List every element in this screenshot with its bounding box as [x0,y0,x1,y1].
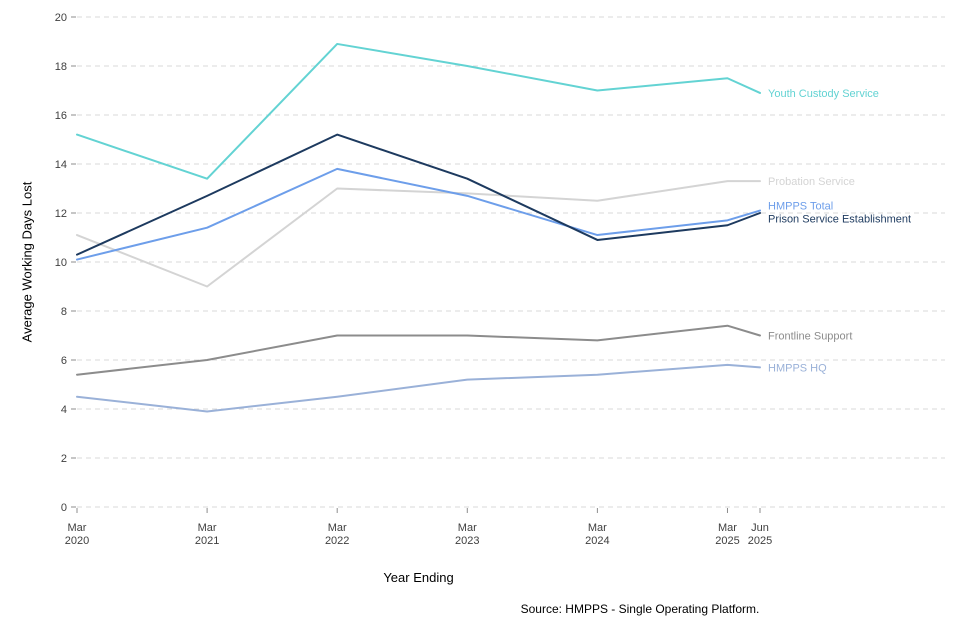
y-tick-label: 16 [55,110,67,122]
series-line-prison-service-establishment [76,133,761,256]
series-line-hmpps-total [76,167,761,261]
y-tick-label: 4 [61,404,67,416]
series-label-hmpps-total: HMPPS Total [768,200,833,212]
x-tick-label: Mar [198,522,217,534]
x-tick-label: 2020 [65,535,89,547]
y-tick-label: 10 [55,257,67,269]
axis-ticks [71,16,761,513]
y-tick-label: 18 [55,61,67,73]
series-label-prison-service-establishment: Prison Service Establishment [768,213,911,225]
x-tick-label: 2021 [195,535,219,547]
series-line-youth-custody-service [76,42,761,180]
series-label-frontline-support: Frontline Support [768,331,852,343]
series-line-hmpps-hq [76,363,761,413]
x-tick-label: Mar [328,522,347,534]
x-tick-label: Mar [588,522,607,534]
series-line-probation-service [76,180,761,288]
y-tick-label: 20 [55,12,67,24]
x-tick-label: 2023 [455,535,479,547]
x-tick-label: Mar [458,522,477,534]
y-tick-label: 14 [55,159,67,171]
y-tick-label: 0 [61,502,67,514]
axis-tick-labels: 02468101214161820Mar2020Mar2021Mar2022Ma… [55,12,772,547]
series-label-probation-service: Probation Service [768,176,855,188]
x-tick-label: Mar [68,522,87,534]
y-tick-label: 2 [61,453,67,465]
y-tick-label: 12 [55,208,67,220]
x-tick-label: 2022 [325,535,349,547]
series-label-hmpps-hq: HMPPS HQ [768,362,827,374]
y-tick-label: 8 [61,306,67,318]
x-tick-label: 2025 [748,535,772,547]
y-tick-label: 6 [61,355,67,367]
x-tick-label: Mar [718,522,737,534]
y-axis-title: Average Working Days Lost [19,181,35,343]
series-lines [76,42,761,413]
series-labels: Youth Custody Service Probation Service HM… [768,88,911,374]
x-tick-label: 2025 [715,535,739,547]
x-tick-label: 2024 [585,535,609,547]
series-line-frontline-support [76,324,761,376]
x-tick-label: Jun [751,522,769,534]
source-note: Source: HMPPS - Single Operating Platfor… [520,602,760,616]
series-label-youth-custody-service: Youth Custody Service [768,88,879,100]
x-axis-title: Year Ending [383,570,454,585]
